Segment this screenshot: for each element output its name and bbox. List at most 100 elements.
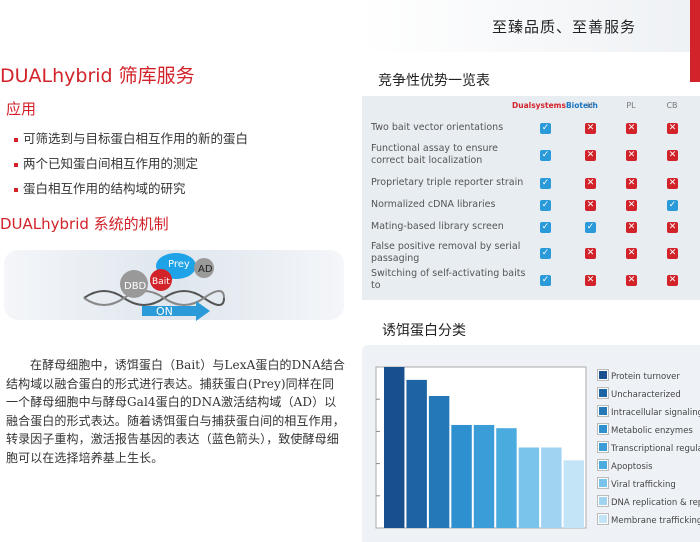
legend-label: Protein turnover [611, 372, 680, 382]
legend-item: Viral trafficking [597, 477, 676, 490]
cross-icon: ✕ [667, 248, 678, 259]
legend-item: DNA replication & repair [597, 495, 700, 508]
cross-icon: ✕ [626, 248, 637, 259]
chart-title: 诱饵蛋白分类 [382, 323, 466, 339]
cross-icon: ✕ [626, 150, 637, 161]
row-label: Functional assay to ensure correct bait … [371, 143, 499, 166]
check-icon: ✓ [667, 200, 678, 211]
section-heading: 应用 [6, 100, 37, 118]
row-label: False positive removal by serial passagi… [371, 241, 521, 264]
dbd-label: DBD [124, 281, 147, 292]
legend-swatch [597, 495, 609, 507]
bar [496, 428, 517, 528]
column-header: CB [666, 101, 678, 110]
bar [406, 379, 427, 528]
bar [451, 424, 472, 528]
cross-icon: ✕ [667, 150, 678, 161]
cross-icon: ✕ [585, 123, 596, 134]
section-heading: DUALhybrid 系统的机制 [0, 215, 169, 233]
legend-label: Apoptosis [611, 462, 653, 472]
cross-icon: ✕ [585, 248, 596, 259]
column-header: H [586, 101, 594, 110]
cross-icon: ✕ [667, 123, 678, 134]
ad-label: AD [198, 264, 213, 275]
check-icon: ✓ [540, 150, 551, 161]
row-label: Mating-based library screen [371, 221, 504, 232]
cross-icon: ✕ [585, 178, 596, 189]
bar [428, 395, 450, 528]
bar [541, 447, 562, 528]
brand-part: Dualsystems [512, 101, 566, 110]
legend-item: Intracellular signaling [597, 405, 700, 418]
chart [375, 366, 587, 529]
diagram-bg [4, 250, 344, 320]
legend-label: Transcriptional regulation [611, 444, 700, 454]
comparison-table: DualsystemsBiotech H PL CB Two bait vector … [362, 96, 700, 300]
table-title: 竞争性优势一览表 [378, 73, 490, 89]
check-icon: ✓ [540, 275, 551, 286]
row-label: Two bait vector orientations [371, 122, 504, 133]
legend-swatch [597, 441, 609, 453]
bar [563, 460, 584, 528]
legend-item: Membrane trafficking [597, 513, 700, 526]
cross-icon: ✕ [667, 222, 678, 233]
bullet-item: 可筛选到与目标蛋白相互作用的新的蛋白 [14, 128, 248, 147]
brand: DualsystemsBiotech [512, 101, 598, 110]
prey-label: Prey [168, 259, 190, 270]
cross-icon: ✕ [626, 200, 637, 211]
legend-label: Intracellular signaling [611, 408, 700, 418]
check-icon: ✓ [540, 178, 551, 189]
on-label: ON [156, 305, 173, 318]
legend-label: Membrane trafficking [611, 516, 700, 526]
cross-icon: ✕ [626, 178, 637, 189]
bullet-item: 蛋白相互作用的结构域的研究 [14, 178, 186, 197]
legend-item: Protein turnover [597, 369, 680, 382]
cross-icon: ✕ [626, 123, 637, 134]
legend-label: Uncharacterized [611, 390, 681, 400]
bait-shape [150, 269, 172, 291]
red-tab [690, 0, 700, 82]
bar [384, 367, 405, 528]
check-icon: ✓ [540, 123, 551, 134]
check-icon: ✓ [540, 222, 551, 233]
on-arrow [142, 301, 210, 321]
legend-swatch [597, 513, 609, 525]
legend-label: Viral trafficking [611, 480, 676, 490]
bullet-item: 两个已知蛋白间相互作用的测定 [14, 153, 198, 172]
slogan: 至臻品质、至善服务 [492, 18, 637, 36]
check-icon: ✓ [540, 248, 551, 259]
dna-strand [83, 290, 225, 306]
cross-icon: ✕ [626, 275, 637, 286]
legend-item: Uncharacterized [597, 387, 681, 400]
cross-icon: ✕ [667, 275, 678, 286]
bait-label: Bait [152, 277, 170, 287]
legend-swatch [597, 459, 609, 471]
ad-shape [194, 258, 214, 278]
row-label: Normalized cDNA libraries [371, 199, 496, 210]
cross-icon: ✕ [626, 222, 637, 233]
legend-swatch [597, 387, 609, 399]
bar [518, 447, 540, 528]
legend-item: Metabolic enzymes [597, 423, 693, 436]
legend-item: Transcriptional regulation [597, 441, 700, 454]
header-band [362, 0, 700, 52]
check-icon: ✓ [540, 200, 551, 211]
row-label: Proprietary triple reporter strain [371, 177, 524, 188]
legend-label: Metabolic enzymes [611, 426, 693, 436]
page-title: DUALhybrid 筛库服务 [0, 65, 195, 87]
cross-icon: ✕ [585, 200, 596, 211]
description: 在酵母细胞中，诱饵蛋白（Bait）与LexA蛋白的DNA结合结构域以融合蛋白的形… [6, 358, 345, 465]
dbd-shape [120, 270, 148, 298]
legend-swatch [597, 423, 609, 435]
legend-item: Apoptosis [597, 459, 653, 472]
mechanism-diagram: ON DBD Prey AD Bait [4, 250, 344, 321]
cross-icon: ✕ [667, 178, 678, 189]
legend-swatch [597, 369, 609, 381]
legend-swatch [597, 405, 609, 417]
check-icon: ✓ [585, 222, 596, 233]
legend-label: DNA replication & repair [611, 498, 700, 508]
column-header: PL [626, 101, 636, 110]
cross-icon: ✕ [585, 275, 596, 286]
